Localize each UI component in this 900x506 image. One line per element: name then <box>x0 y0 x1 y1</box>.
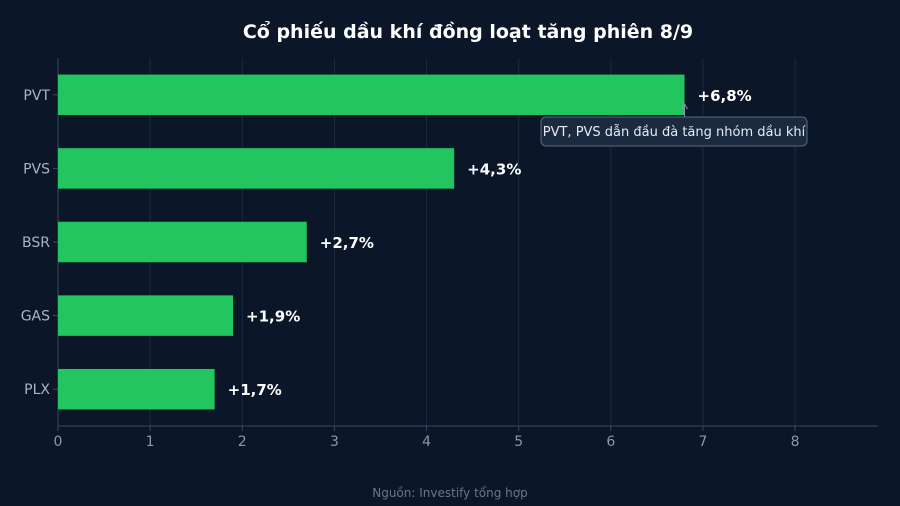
x-tick-label: 7 <box>698 434 707 450</box>
annotation: PVT, PVS dẫn đầu đà tăng nhóm dầu khí <box>540 103 808 147</box>
annotation-arrowhead <box>681 103 688 110</box>
bar-bsr <box>58 221 307 263</box>
bars <box>58 74 685 410</box>
category-label: PLX <box>24 382 50 398</box>
x-tick-label: 4 <box>422 434 431 450</box>
bar-pvs <box>58 148 455 189</box>
category-label: BSR <box>22 235 50 251</box>
annotation-text: PVT, PVS dẫn đầu đà tăng nhóm dầu khí <box>543 125 806 140</box>
data-label: +4,3% <box>467 160 521 178</box>
data-label: +1,9% <box>246 308 300 326</box>
chart-title: Cổ phiếu dầu khí đồng loạt tăng phiên 8/… <box>243 20 693 43</box>
x-tick-label: 0 <box>54 434 63 450</box>
data-label: +1,7% <box>228 381 282 399</box>
bar-gas <box>58 295 234 336</box>
x-tick-label: 3 <box>330 434 339 450</box>
annotation-box <box>540 116 808 147</box>
bar-plx <box>58 368 215 410</box>
x-tick-label: 5 <box>514 434 523 450</box>
data-label: +2,7% <box>320 234 374 252</box>
data-labels: +6,8% +4,3% +2,7% +1,9% +1,7% <box>228 87 752 399</box>
category-label: GAS <box>21 309 50 325</box>
x-tick-label: 2 <box>238 434 247 450</box>
x-tick-label: 8 <box>791 434 800 450</box>
x-tick-label: 6 <box>606 434 615 450</box>
bar-pvt <box>58 74 685 116</box>
category-label: PVS <box>23 161 50 177</box>
data-label: +6,8% <box>698 87 752 105</box>
category-labels: PVT PVS BSR GAS PLX <box>21 88 58 398</box>
category-label: PVT <box>23 88 50 104</box>
source-note: Nguồn: Investify tổng hợp <box>372 486 528 500</box>
x-tick-label: 1 <box>146 434 155 450</box>
